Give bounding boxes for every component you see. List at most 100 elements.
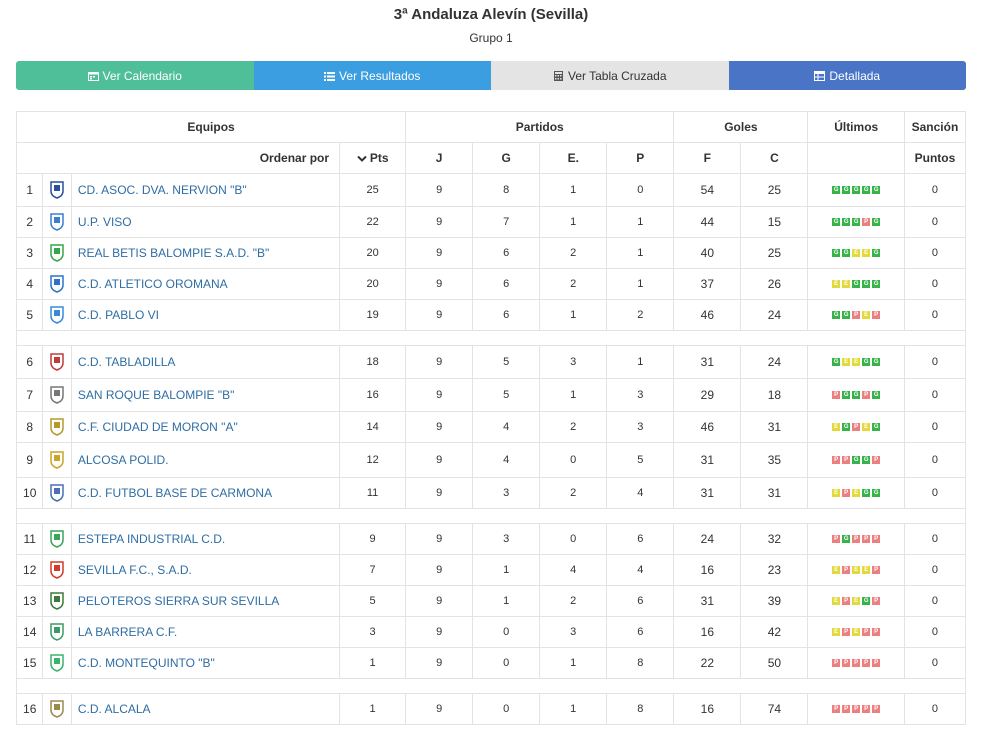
team-link[interactable]: SEVILLA F.C., S.A.D. bbox=[77, 563, 192, 577]
e-cell: 0 bbox=[539, 523, 608, 555]
team-link[interactable]: LA BARRERA C.F. bbox=[77, 625, 178, 639]
g-cell: 5 bbox=[472, 378, 541, 412]
sancion-cell: 0 bbox=[903, 585, 967, 617]
position-cell: 9 bbox=[15, 442, 44, 478]
pts-cell: 20 bbox=[339, 268, 407, 300]
shield-icon bbox=[50, 623, 64, 641]
team-link[interactable]: ESTEPA INDUSTRIAL C.D. bbox=[77, 532, 226, 546]
table-row: 3 REAL BETIS BALOMPIE S.A.D. "B" 20 9 6 2 1 40 2… bbox=[15, 237, 967, 269]
f-cell: 29 bbox=[673, 378, 742, 412]
pts-cell: 14 bbox=[339, 411, 407, 443]
team-link[interactable]: U.P. VISO bbox=[77, 215, 132, 229]
f-cell: 54 bbox=[673, 173, 742, 207]
team-link[interactable]: ALCOSA POLID. bbox=[77, 453, 169, 467]
g-header: G bbox=[472, 142, 541, 174]
form-badge: P bbox=[832, 535, 841, 543]
team-link[interactable]: C.D. PABLO VI bbox=[77, 308, 159, 322]
results-button[interactable]: Ver Resultados bbox=[253, 61, 491, 90]
g-cell: 6 bbox=[472, 268, 541, 300]
team-link[interactable]: PELOTEROS SIERRA SUR SEVILLA bbox=[77, 594, 280, 608]
form-badge: P bbox=[832, 705, 841, 713]
j-cell: 9 bbox=[405, 206, 474, 238]
form-badge: P bbox=[852, 705, 861, 713]
shield-icon bbox=[50, 484, 64, 502]
team-link[interactable]: C.D. ALCALA bbox=[77, 702, 151, 716]
form-badge: P bbox=[872, 456, 881, 464]
team-link[interactable]: C.F. CIUDAD DE MORON "A" bbox=[77, 420, 238, 434]
form-badge: P bbox=[842, 597, 851, 605]
team-link[interactable]: C.D. TABLADILLA bbox=[77, 355, 176, 369]
team-link[interactable]: C.D. ATLETICO OROMANA bbox=[77, 277, 228, 291]
c-cell: 26 bbox=[740, 268, 809, 300]
team-link[interactable]: CD. ASOC. DVA. NERVION "B" bbox=[77, 183, 247, 197]
team-logo bbox=[42, 523, 72, 555]
p-cell: 1 bbox=[606, 237, 675, 269]
form-badge: E bbox=[852, 566, 861, 574]
j-cell: 9 bbox=[405, 554, 474, 586]
j-cell: 9 bbox=[405, 585, 474, 617]
form-badge: P bbox=[872, 597, 881, 605]
shield-icon bbox=[50, 592, 64, 610]
team-link[interactable]: C.D. FUTBOL BASE DE CARMONA bbox=[77, 486, 273, 500]
group-spacer-row bbox=[16, 330, 966, 346]
form-badge: G bbox=[872, 423, 881, 431]
c-cell: 31 bbox=[740, 411, 809, 443]
team-cell: SEVILLA F.C., S.A.D. bbox=[70, 554, 341, 586]
c-cell: 74 bbox=[740, 693, 809, 725]
form-badge: E bbox=[852, 489, 861, 497]
sancion-cell: 0 bbox=[903, 268, 967, 300]
cross-table-button[interactable]: Ver Tabla Cruzada bbox=[491, 61, 729, 90]
p-cell: 3 bbox=[606, 378, 675, 412]
pts-cell: 9 bbox=[339, 523, 407, 555]
g-cell: 0 bbox=[472, 647, 541, 679]
column-header-row: Ordenar por Pts J G E. P F C Puntos bbox=[15, 142, 967, 174]
c-cell: 32 bbox=[740, 523, 809, 555]
team-link[interactable]: SAN ROQUE BALOMPIE "B" bbox=[77, 388, 235, 402]
team-link[interactable]: REAL BETIS BALOMPIE S.A.D. "B" bbox=[77, 246, 270, 260]
calendar-button[interactable]: Ver Calendario bbox=[16, 61, 254, 90]
form-badge: P bbox=[842, 659, 851, 667]
form-badge: G bbox=[862, 597, 871, 605]
sancion-cell: 0 bbox=[903, 693, 967, 725]
form-badge: G bbox=[842, 535, 851, 543]
pts-cell: 16 bbox=[339, 378, 407, 412]
form-badge: P bbox=[832, 659, 841, 667]
team-cell: C.D. MONTEQUINTO "B" bbox=[70, 647, 341, 679]
form-badge: G bbox=[842, 311, 851, 319]
table-row: 6 C.D. TABLADILLA 18 9 5 3 1 31 24 G E E G G 0 bbox=[15, 345, 967, 379]
form-badge: G bbox=[872, 358, 881, 366]
form-badge: G bbox=[872, 489, 881, 497]
table-row: 4 C.D. ATLETICO OROMANA 20 9 6 2 1 37 26 E E G G G 0 bbox=[15, 268, 967, 300]
form-badge: P bbox=[872, 535, 881, 543]
form-badge: G bbox=[852, 391, 861, 399]
detailed-button[interactable]: Detallada bbox=[728, 61, 966, 90]
calendar-icon bbox=[87, 71, 99, 81]
p-cell: 6 bbox=[606, 523, 675, 555]
j-cell: 9 bbox=[405, 442, 474, 478]
form-badge: P bbox=[832, 456, 841, 464]
sort-pts-header[interactable]: Pts bbox=[339, 142, 407, 174]
e-cell: 1 bbox=[539, 693, 608, 725]
form-badge: G bbox=[842, 218, 851, 226]
e-cell: 2 bbox=[539, 237, 608, 269]
e-cell: 0 bbox=[539, 442, 608, 478]
team-link[interactable]: C.D. MONTEQUINTO "B" bbox=[77, 656, 215, 670]
table-row: 1 CD. ASOC. DVA. NERVION "B" 25 9 8 1 0 54 25 G G G… bbox=[15, 173, 967, 207]
form-badge: G bbox=[862, 280, 871, 288]
team-logo bbox=[42, 173, 72, 207]
pts-cell: 25 bbox=[339, 173, 407, 207]
table-row: 13 PELOTEROS SIERRA SUR SEVILLA 5 9 1 2 6 31 39 E… bbox=[15, 585, 967, 617]
e-cell: 1 bbox=[539, 378, 608, 412]
j-cell: 9 bbox=[405, 237, 474, 269]
g-cell: 4 bbox=[472, 442, 541, 478]
form-badge: G bbox=[862, 186, 871, 194]
